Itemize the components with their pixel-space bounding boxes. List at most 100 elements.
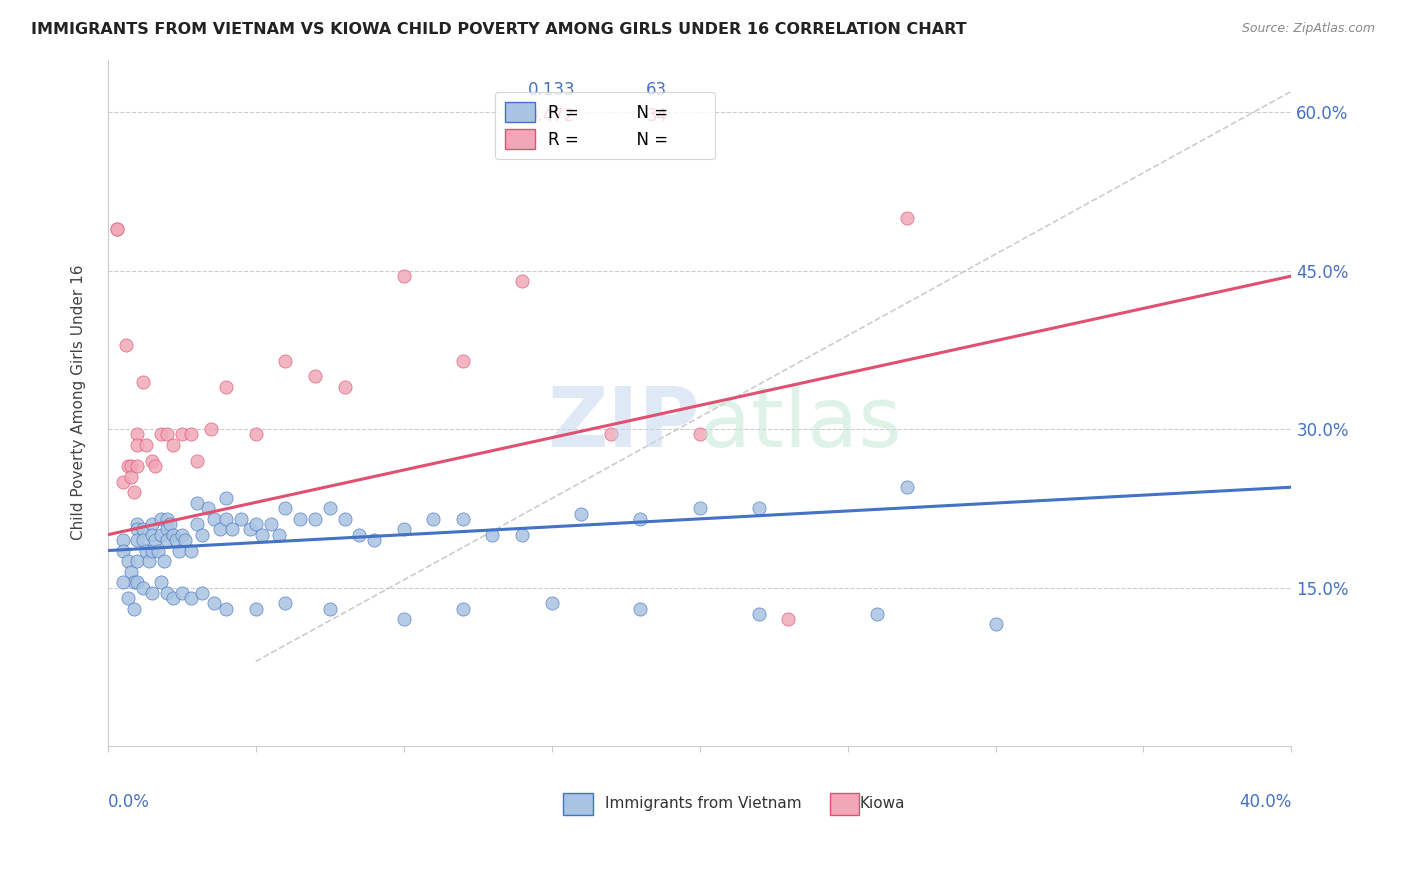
Point	[150, 427, 173, 442]
Point	[269, 527, 291, 541]
Point	[215, 491, 238, 505]
Text: 34: 34	[647, 107, 668, 126]
Y-axis label: Child Poverty Among Girls Under 16: Child Poverty Among Girls Under 16	[72, 265, 86, 541]
Point	[150, 527, 173, 541]
Point	[165, 533, 187, 547]
Point	[245, 601, 267, 615]
Text: Immigrants from Vietnam: Immigrants from Vietnam	[605, 796, 801, 811]
Point	[138, 554, 160, 568]
Point	[319, 501, 342, 516]
Point	[141, 527, 163, 541]
Text: 0.472: 0.472	[529, 107, 575, 126]
Text: Source: ZipAtlas.com: Source: ZipAtlas.com	[1241, 22, 1375, 36]
Point	[510, 274, 533, 288]
Point	[111, 543, 134, 558]
Point	[689, 501, 711, 516]
Point	[173, 533, 195, 547]
Point	[124, 575, 146, 590]
Text: Kiowa: Kiowa	[859, 796, 905, 811]
Point	[105, 221, 128, 235]
Point	[392, 612, 415, 626]
Point	[124, 485, 146, 500]
Point	[304, 512, 326, 526]
Point	[288, 512, 311, 526]
Point	[510, 527, 533, 541]
Point	[146, 543, 169, 558]
Point	[120, 469, 142, 483]
Point	[156, 512, 179, 526]
Point	[202, 512, 225, 526]
Point	[180, 543, 202, 558]
FancyBboxPatch shape	[564, 793, 593, 814]
Point	[132, 375, 155, 389]
Point	[186, 496, 208, 510]
Point	[143, 459, 166, 474]
Point	[748, 607, 770, 621]
Point	[111, 475, 134, 489]
Point	[150, 575, 173, 590]
Point	[392, 268, 415, 283]
Point	[120, 565, 142, 579]
Point	[191, 527, 214, 541]
Point	[778, 612, 800, 626]
Point	[156, 523, 179, 537]
Point	[896, 480, 918, 494]
Point	[896, 211, 918, 225]
Point	[132, 581, 155, 595]
Point	[333, 380, 356, 394]
Point	[451, 601, 474, 615]
Point	[259, 517, 281, 532]
Point	[117, 591, 139, 605]
Point	[117, 554, 139, 568]
Point	[111, 533, 134, 547]
Point	[422, 512, 444, 526]
Point	[105, 221, 128, 235]
Legend: R =           N =       , R =           N =       : R = N = , R = N =	[495, 92, 716, 160]
Point	[209, 523, 232, 537]
Point	[127, 533, 149, 547]
Point	[141, 454, 163, 468]
Point	[274, 353, 297, 368]
Point	[333, 512, 356, 526]
Point	[159, 517, 181, 532]
Point	[162, 527, 184, 541]
Point	[141, 543, 163, 558]
Point	[239, 523, 262, 537]
Text: 0.0%: 0.0%	[108, 793, 149, 812]
Point	[162, 591, 184, 605]
Point	[124, 601, 146, 615]
Point	[392, 523, 415, 537]
Point	[349, 527, 371, 541]
Point	[117, 459, 139, 474]
Point	[221, 523, 243, 537]
Point	[197, 501, 219, 516]
Point	[170, 427, 193, 442]
Point	[141, 517, 163, 532]
Point	[127, 523, 149, 537]
Point	[319, 601, 342, 615]
Point	[215, 601, 238, 615]
Point	[599, 427, 621, 442]
Point	[132, 533, 155, 547]
Point	[143, 533, 166, 547]
Point	[135, 438, 157, 452]
Point	[156, 533, 179, 547]
Point	[186, 517, 208, 532]
Point	[127, 517, 149, 532]
Point	[689, 427, 711, 442]
Point	[866, 607, 889, 621]
Point	[540, 596, 562, 610]
Point	[748, 501, 770, 516]
Point	[111, 575, 134, 590]
Point	[628, 512, 651, 526]
Point	[114, 337, 136, 351]
Point	[451, 353, 474, 368]
Point	[186, 454, 208, 468]
Point	[191, 586, 214, 600]
Point	[451, 512, 474, 526]
Point	[167, 543, 190, 558]
Point	[304, 369, 326, 384]
Point	[200, 422, 222, 436]
Point	[481, 527, 503, 541]
Point	[229, 512, 252, 526]
